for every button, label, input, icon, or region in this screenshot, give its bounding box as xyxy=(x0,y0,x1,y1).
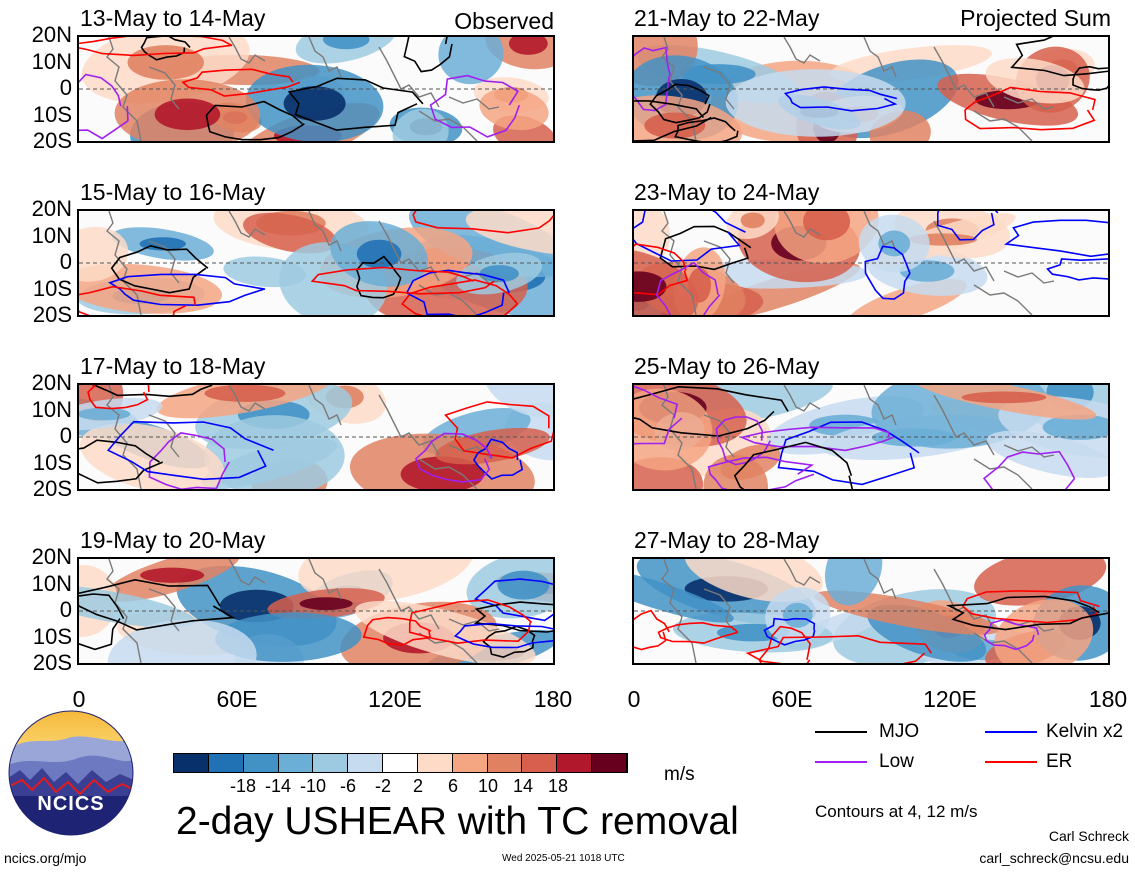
lon-tick: 180 xyxy=(1088,686,1128,712)
lat-tick: 0 xyxy=(59,597,72,622)
map-panel xyxy=(632,557,1110,665)
lat-tick: 0 xyxy=(59,249,72,274)
site-url[interactable]: ncics.org/mjo xyxy=(4,850,87,866)
shear-field xyxy=(79,385,553,489)
lat-tick: 20N xyxy=(31,370,72,395)
colorbar-swatch xyxy=(278,754,314,772)
legend-line xyxy=(985,761,1037,763)
contours-note: Contours at 4, 12 m/s xyxy=(815,802,978,821)
colorbar-swatches xyxy=(173,753,628,773)
colorbar-swatch xyxy=(487,754,523,772)
lat-tick: 20S xyxy=(32,650,72,675)
lat-tick: 20N xyxy=(31,196,72,221)
colorbar-tick-label: 14 xyxy=(512,776,534,796)
map-panel xyxy=(632,35,1110,143)
colorbar-swatch xyxy=(522,754,558,772)
author-name: Carl Schreck xyxy=(1048,828,1129,844)
shear-field xyxy=(79,37,553,141)
colorbar-swatch xyxy=(592,754,627,772)
colorbar-swatch xyxy=(417,754,453,772)
colorbar-tick-label: -6 xyxy=(339,776,357,796)
map-panel xyxy=(77,383,555,491)
map-panel xyxy=(632,209,1110,317)
lat-tick: 10S xyxy=(32,623,72,649)
lon-tick: 60E xyxy=(216,686,258,712)
lon-tick: 0 xyxy=(627,686,641,712)
colorbar-units: m/s xyxy=(664,764,695,785)
panel-title: 21-May to 22-May xyxy=(634,5,820,31)
lon-tick: 180 xyxy=(533,686,573,712)
colorbar-tick-label: -14 xyxy=(264,776,292,796)
colorbar-swatch xyxy=(348,754,384,772)
legend-label: Kelvin x2 xyxy=(1046,721,1124,742)
lat-tick: 10N xyxy=(31,222,72,248)
shear-field xyxy=(79,559,553,663)
shear-field xyxy=(634,37,1108,141)
colorbar-tick-label: -2 xyxy=(374,776,392,796)
panel-title: 27-May to 28-May xyxy=(634,527,820,553)
shear-field xyxy=(79,211,553,315)
colorbar-swatch xyxy=(313,754,349,772)
colorbar-swatch xyxy=(383,754,418,772)
ncics-logo: NCICS xyxy=(8,710,134,836)
lat-tick: 20S xyxy=(32,128,72,153)
legend-label: Low xyxy=(879,751,914,772)
legend-label: MJO xyxy=(879,721,920,742)
shear-field xyxy=(634,559,1108,663)
lat-tick: 10S xyxy=(32,101,72,127)
lat-tick: 20S xyxy=(32,476,72,501)
logo-text: NCICS xyxy=(37,793,105,815)
lat-tick: 10N xyxy=(31,48,72,74)
colorbar-swatch xyxy=(557,754,593,772)
panel-title: 13-May to 14-May xyxy=(80,5,266,31)
colorbar-tick-label: 10 xyxy=(477,776,499,796)
panel-label: Observed xyxy=(454,8,554,34)
colorbar-tick-label: 18 xyxy=(547,776,569,796)
lon-tick: 120E xyxy=(368,686,422,712)
lon-tick: 60E xyxy=(771,686,813,712)
lat-tick: 10S xyxy=(32,449,72,475)
panel-title: 19-May to 20-May xyxy=(80,527,266,553)
panel-title: 25-May to 26-May xyxy=(634,353,820,379)
lat-tick: 0 xyxy=(59,75,72,100)
map-panel xyxy=(77,209,555,317)
lon-tick: 120E xyxy=(923,686,977,712)
lat-tick: 10N xyxy=(31,570,72,596)
colorbar-swatch xyxy=(243,754,279,772)
lat-tick: 10S xyxy=(32,275,72,301)
colorbar-tick-label: -10 xyxy=(299,776,327,796)
panel-title: 15-May to 16-May xyxy=(80,179,266,205)
timestamp: Wed 2025-05-21 1018 UTC xyxy=(502,853,625,864)
lat-tick: 20N xyxy=(31,22,72,47)
colorbar-tick-label: 2 xyxy=(412,776,424,796)
legend-label: ER xyxy=(1046,751,1073,772)
lat-tick: 20S xyxy=(32,302,72,327)
colorbar-swatch xyxy=(452,754,488,772)
lat-tick: 0 xyxy=(59,423,72,448)
colorbar-swatch xyxy=(174,754,209,772)
map-panel xyxy=(632,383,1110,491)
panel-title: 17-May to 18-May xyxy=(80,353,266,379)
colorbar-tick-label: -18 xyxy=(229,776,257,796)
colorbar-tick-label: 6 xyxy=(447,776,459,796)
shear-field xyxy=(634,211,1108,315)
map-panel xyxy=(77,35,555,143)
main-title: 2-day USHEAR with TC removal xyxy=(176,800,739,843)
lon-tick: 0 xyxy=(72,686,86,712)
legend-line xyxy=(815,761,867,763)
legend-line xyxy=(985,731,1037,733)
map-panel xyxy=(77,557,555,665)
lat-tick: 20N xyxy=(31,544,72,569)
author-email: carl_schreck@ncsu.edu xyxy=(979,850,1129,866)
colorbar-swatch xyxy=(208,754,244,772)
legend-line xyxy=(815,731,867,733)
shear-field xyxy=(634,385,1108,489)
panel-label: Projected Sum xyxy=(960,5,1111,31)
panel-title: 23-May to 24-May xyxy=(634,179,820,205)
lat-tick: 10N xyxy=(31,396,72,422)
